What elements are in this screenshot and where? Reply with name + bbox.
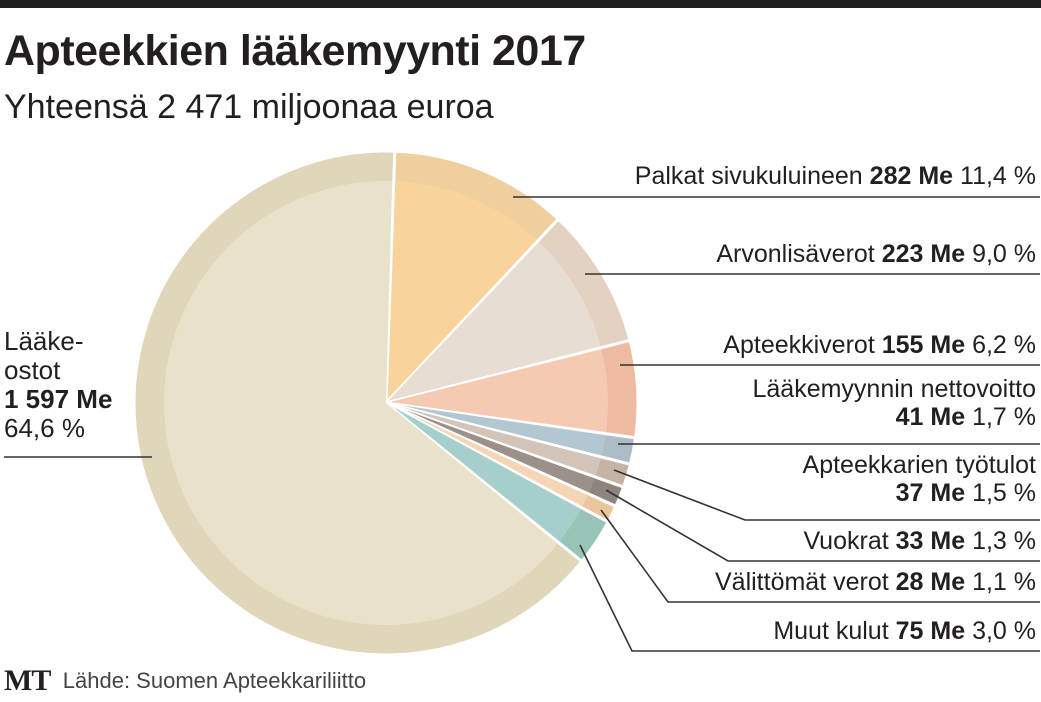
pie-slices <box>132 149 640 657</box>
leader-valittomat <box>600 509 1040 603</box>
leader-tyotulot <box>613 469 1040 521</box>
source-text: Lähde: Suomen Apteekkariliitto <box>62 668 367 693</box>
leader-lines <box>4 196 1040 652</box>
label-valittomat: Välittömät verot 28 Me 1,1 % <box>714 568 1036 596</box>
label-muut: Muut kulut 75 Me 3,0 % <box>773 617 1036 645</box>
chart-subtitle: Yhteensä 2 471 miljoonaa euroa <box>4 88 494 126</box>
label-apteekkiverot: Apteekkiverot 155 Me 6,2 % <box>723 331 1036 359</box>
label-tyotulot: Apteekkarien työtulot 37 Me 1,5 % <box>802 451 1036 507</box>
mt-logo: MT <box>4 664 51 697</box>
pie-slice-inner <box>386 242 601 403</box>
pie-slice-inner <box>386 349 608 433</box>
leader-vuokrat <box>605 489 1040 562</box>
label-laakeostot: Lääke- ostot 1 597 Me 64,6 % <box>4 326 113 444</box>
label-nettovoitto: Lääkemyynnin nettovoitto 41 Me 1,7 % <box>752 375 1036 431</box>
leader-muut <box>579 544 1040 652</box>
pie-slice-inner <box>386 403 581 542</box>
footer: MT Lähde: Suomen Apteekkariliitto <box>4 664 366 698</box>
pie-slice-inner <box>386 181 537 403</box>
label-palkat: Palkat sivukuluineen 282 Me 11,4 % <box>634 162 1036 190</box>
chart-title: Apteekkien lääkemyynti 2017 <box>4 27 586 75</box>
pie-slice-inner <box>163 181 558 626</box>
top-bar <box>0 0 1041 8</box>
label-arvonlisa: Arvonlisäverot 223 Me 9,0 % <box>716 240 1036 268</box>
label-vuokrat: Vuokrat 33 Me 1,3 % <box>803 527 1036 555</box>
